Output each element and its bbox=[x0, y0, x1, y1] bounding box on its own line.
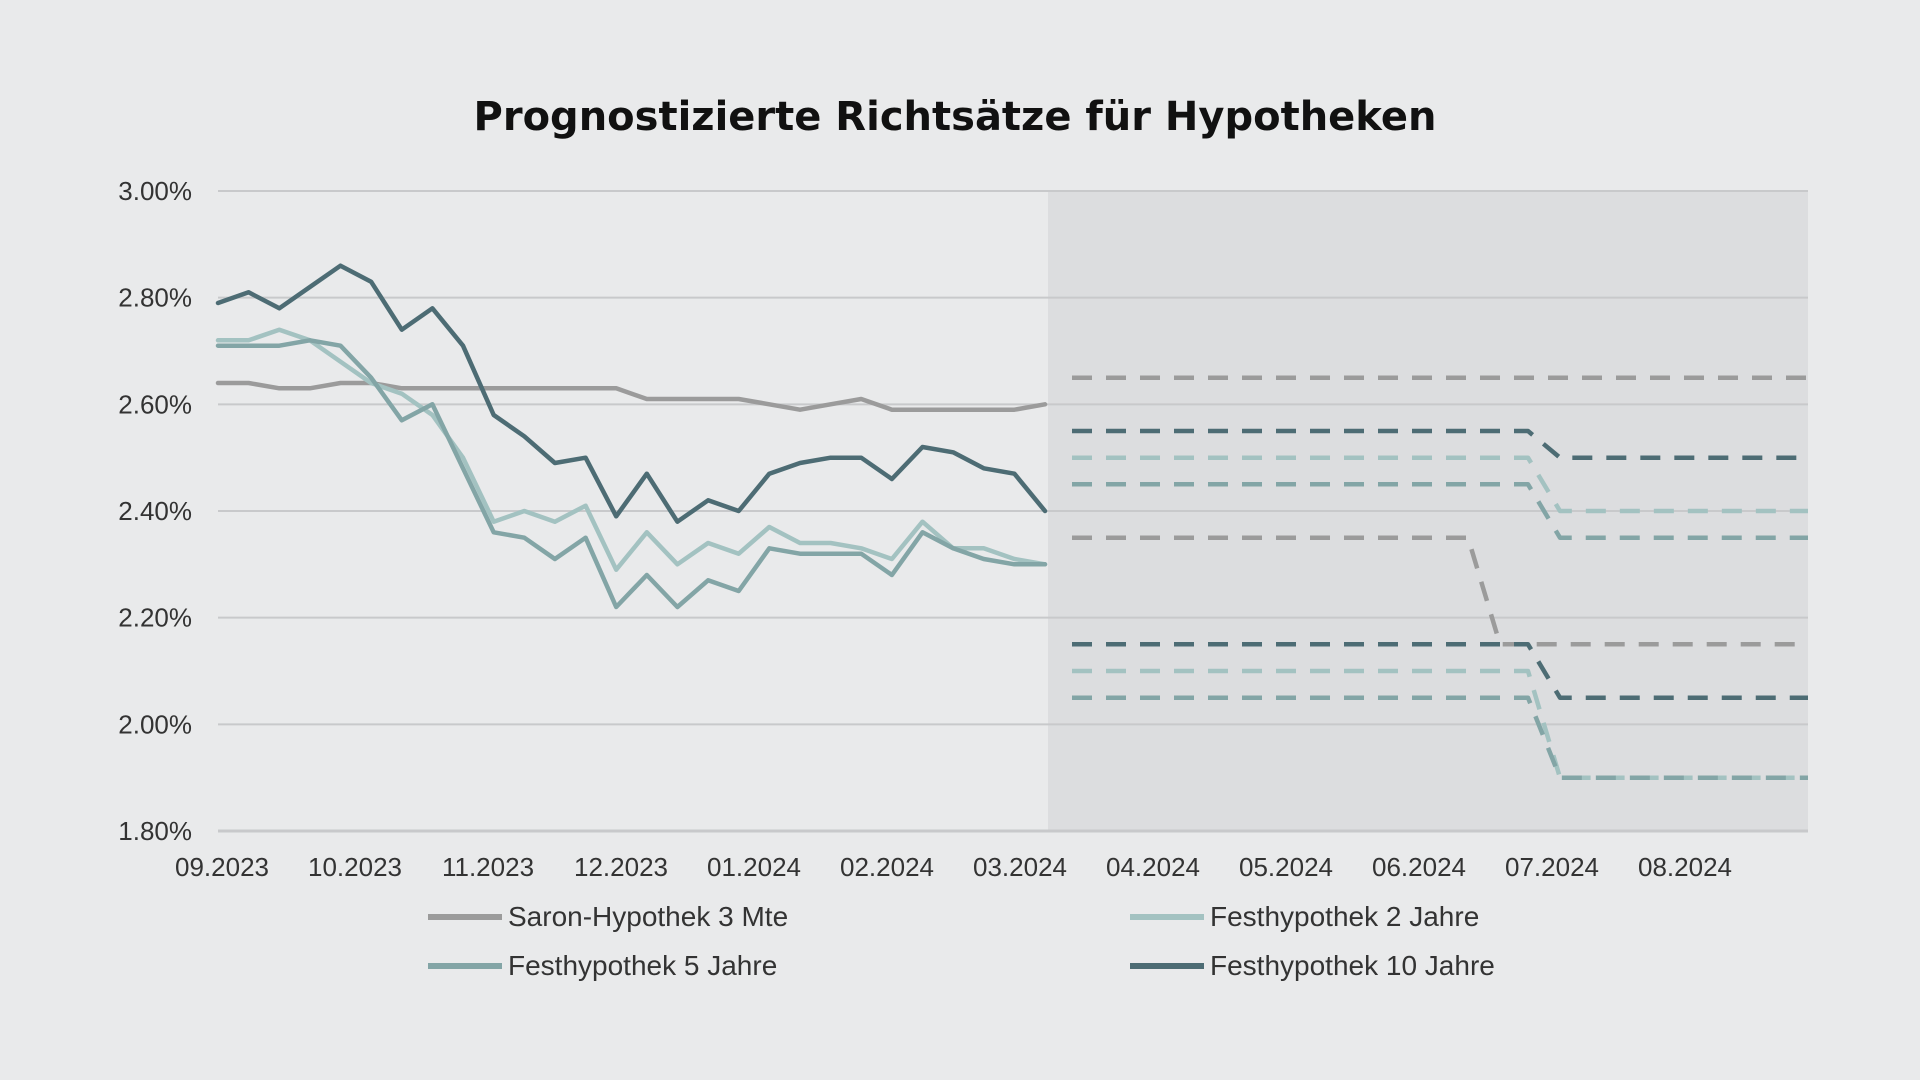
legend-label-fest2: Festhypothek 2 Jahre bbox=[1210, 901, 1479, 932]
forecast-line-fest10-0 bbox=[1072, 428, 1808, 460]
x-tick-label: 02.2024 bbox=[840, 852, 934, 882]
x-tick-label: 09.2023 bbox=[175, 852, 269, 882]
x-tick-label: 01.2024 bbox=[707, 852, 801, 882]
forecast-line-fest10-1 bbox=[1072, 642, 1808, 700]
legend-label-fest10: Festhypothek 10 Jahre bbox=[1210, 950, 1495, 981]
y-tick-label: 2.00% bbox=[118, 709, 192, 739]
historical-line-saron bbox=[215, 380, 1048, 412]
y-axis-ticks: 1.80% 2.00% 2.20% 2.40% 2.60% 2.80% 3.00% bbox=[118, 176, 192, 846]
legend: Saron-Hypothek 3 Mte Festhypothek 2 Jahr… bbox=[428, 901, 1495, 981]
x-tick-label: 04.2024 bbox=[1106, 852, 1200, 882]
y-tick-label: 2.80% bbox=[118, 283, 192, 313]
x-axis-ticks: 09.2023 10.2023 11.2023 12.2023 01.2024 02.20… bbox=[175, 852, 1732, 882]
y-tick-label: 2.60% bbox=[118, 389, 192, 419]
x-tick-label: 03.2024 bbox=[973, 852, 1067, 882]
y-tick-label: 2.20% bbox=[118, 603, 192, 633]
y-tick-label: 2.40% bbox=[118, 496, 192, 526]
chart-title: Prognostizierte Richtsätze für Hypotheke… bbox=[474, 94, 1437, 140]
x-tick-label: 10.2023 bbox=[308, 852, 402, 882]
forecast-line-fest5-0 bbox=[1072, 482, 1808, 540]
x-tick-label: 06.2024 bbox=[1372, 852, 1466, 882]
legend-label-fest5: Festhypothek 5 Jahre bbox=[508, 950, 777, 981]
forecast-line-fest2-1 bbox=[1072, 668, 1808, 780]
forecast-line-saron-1 bbox=[1072, 535, 1808, 647]
y-tick-label: 3.00% bbox=[118, 176, 192, 206]
forecast-line-fest2-0 bbox=[1072, 455, 1808, 514]
historical-line-fest10 bbox=[215, 263, 1048, 524]
x-tick-label: 11.2023 bbox=[442, 852, 534, 882]
x-tick-label: 12.2023 bbox=[574, 852, 668, 882]
x-tick-label: 05.2024 bbox=[1239, 852, 1333, 882]
x-tick-label: 08.2024 bbox=[1638, 852, 1732, 882]
series-lines bbox=[215, 263, 1808, 780]
historical-line-fest5 bbox=[215, 338, 1048, 610]
legend-label-saron: Saron-Hypothek 3 Mte bbox=[508, 901, 788, 932]
x-tick-label: 07.2024 bbox=[1505, 852, 1599, 882]
historical-line-fest2 bbox=[215, 327, 1048, 572]
y-tick-label: 1.80% bbox=[118, 816, 192, 846]
